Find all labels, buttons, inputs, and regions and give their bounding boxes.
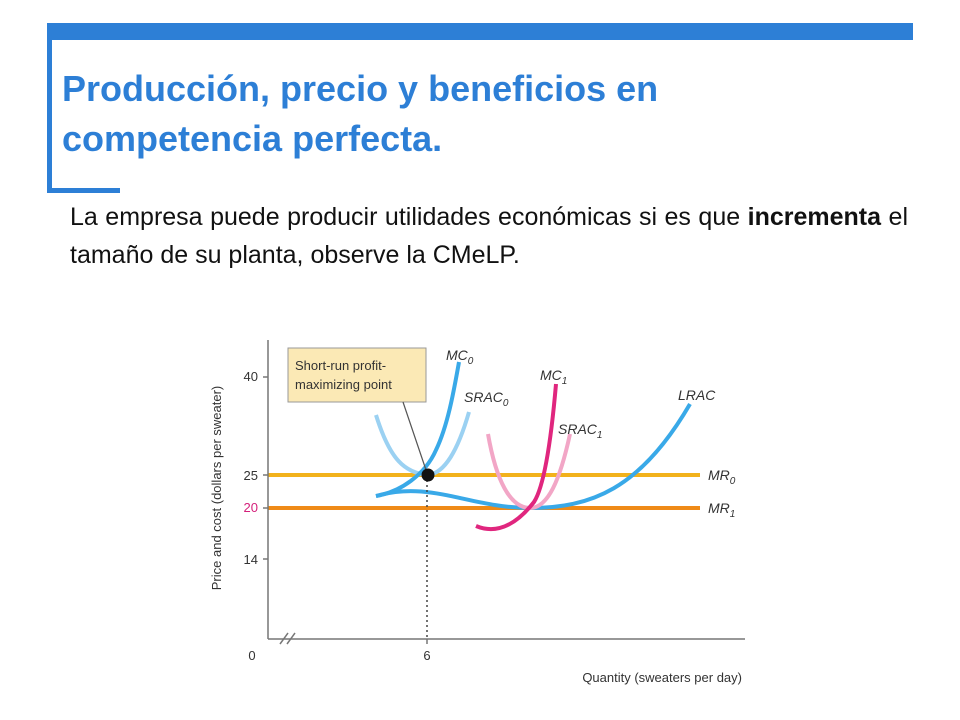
annotation-box — [287, 347, 427, 403]
x-axis-label: Quantity (sweaters per day) — [582, 670, 742, 685]
mr0-label: MR0 — [708, 467, 736, 487]
axis-break-mark — [279, 632, 296, 645]
slide-title: Producción, precio y beneficios en compe… — [62, 68, 659, 159]
annotation-leader-line — [402, 401, 427, 471]
slide-paragraph: La empresa puede producir utilidades eco… — [70, 198, 908, 274]
srac0-label-main: SRAC — [464, 389, 504, 405]
mc1-label-sub: 1 — [562, 376, 568, 387]
mr0-label-main: MR — [708, 467, 730, 483]
mc1-label: MC1 — [540, 367, 567, 387]
y-tick-20: 20 — [244, 500, 258, 515]
paragraph-emphasis: incrementa — [747, 203, 882, 231]
x-tick-0: 0 — [248, 648, 255, 663]
mc1-label-main: MC — [540, 367, 563, 383]
title-accent-bar — [47, 23, 913, 40]
srac1-label-sub: 1 — [597, 430, 603, 441]
mc0-curve — [375, 361, 461, 498]
srac1-curve — [486, 433, 572, 511]
srac1-label-main: SRAC — [558, 421, 598, 437]
paragraph-text-end: el tamaño de su planta, observe la CMeLP… — [70, 203, 908, 269]
annotation-text-line-2: maximizing point — [295, 377, 392, 392]
mr1-label-sub: 1 — [730, 509, 736, 520]
cost-curves-diagram: Price and cost (dollars per sweater) 40 … — [209, 340, 745, 685]
x-tick-6: 6 — [423, 648, 430, 663]
srac0-label: SRAC0 — [464, 389, 509, 409]
mc0-label-main: MC — [446, 347, 469, 363]
paragraph-text-start: La empresa puede producir utilidades eco… — [70, 203, 748, 231]
title-accent-left-bar — [47, 23, 52, 193]
srac0-curve — [374, 411, 471, 478]
mc0-label: MC0 — [446, 347, 474, 367]
srac0-label-sub: 0 — [503, 398, 509, 409]
y-axis-label: Price and cost (dollars per sweater) — [209, 386, 224, 590]
annotation-text-line-1: Short-run profit- — [295, 358, 386, 373]
title-accent-bottom-bar — [47, 188, 120, 193]
y-tick-40: 40 — [244, 369, 258, 384]
lrac-label: LRAC — [678, 387, 716, 403]
mc0-label-sub: 0 — [468, 356, 474, 367]
mr1-label: MR1 — [708, 500, 735, 520]
mr0-label-sub: 0 — [730, 476, 736, 487]
y-tick-25: 25 — [244, 468, 258, 483]
mr1-label-main: MR — [708, 500, 730, 516]
srac1-label: SRAC1 — [558, 421, 602, 441]
lrac-curve — [375, 402, 692, 511]
profit-maximizing-point — [421, 468, 435, 482]
y-tick-14: 14 — [244, 552, 258, 567]
mc1-curve — [475, 383, 558, 532]
